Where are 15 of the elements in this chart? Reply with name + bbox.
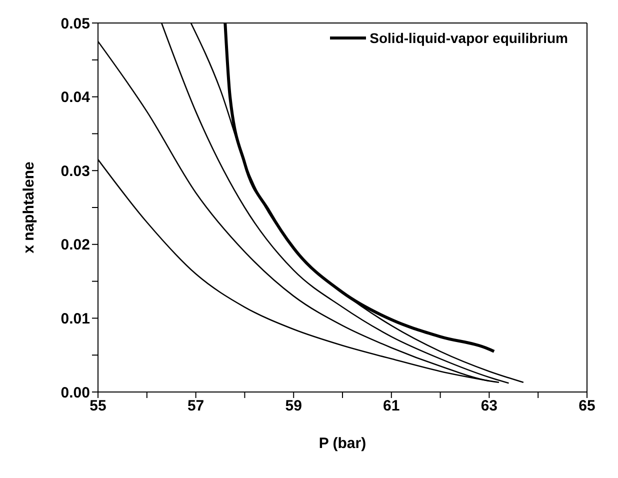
y-tick-label: 0.05	[60, 15, 90, 32]
legend-label: Solid-liquid-vapor equilibrium	[370, 30, 568, 46]
x-tick-label: 59	[285, 398, 302, 415]
x-axis-title: P (bar)	[318, 435, 366, 452]
y-tick-label: 0.02	[60, 236, 90, 254]
x-tick-label: 65	[578, 398, 596, 415]
x-tick-label: 57	[187, 398, 204, 415]
y-axis-title: x naphtalene	[20, 162, 38, 254]
x-tick-label: 55	[90, 398, 106, 415]
y-tick-label: 0.00	[60, 384, 90, 402]
y-tick-label: 0.03	[60, 162, 90, 180]
y-tick-label: 0.04	[60, 89, 91, 106]
x-tick-label: 63	[480, 398, 498, 415]
x-tick-label: 61	[383, 398, 400, 415]
y-tick-label: 0.01	[60, 310, 90, 328]
